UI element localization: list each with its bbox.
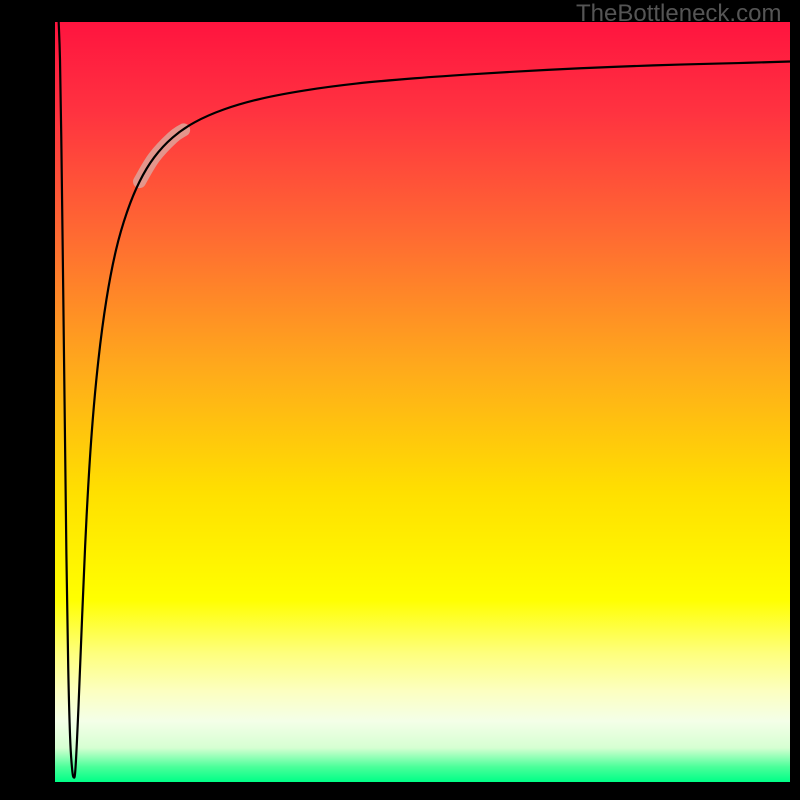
bottleneck-curve-chart (55, 22, 790, 782)
chart-container: TheBottleneck.com (0, 0, 800, 800)
plot-area (55, 22, 790, 782)
attribution-label: TheBottleneck.com (576, 0, 781, 28)
